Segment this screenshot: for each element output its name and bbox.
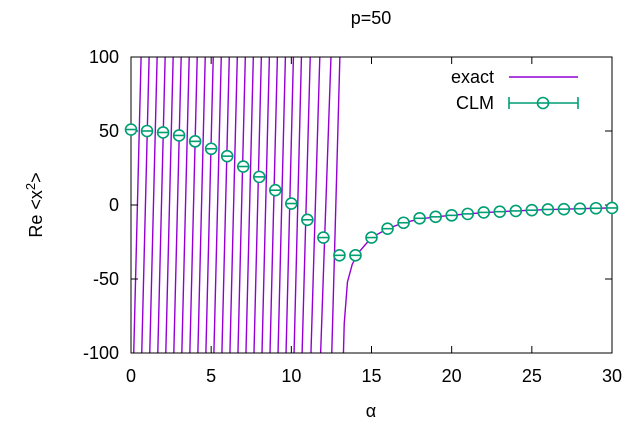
exact-branch-line xyxy=(277,57,287,353)
exact-branch-line xyxy=(331,57,341,353)
clm-point xyxy=(509,204,523,218)
clm-point xyxy=(204,142,218,156)
clm-point xyxy=(333,249,346,262)
clm-point xyxy=(541,203,555,216)
clm-point xyxy=(397,216,410,230)
plot-area xyxy=(133,57,612,353)
legend-label-clm: CLM xyxy=(456,93,494,113)
exact-branch-line xyxy=(197,57,206,353)
legend-swatch-clm xyxy=(508,96,579,110)
x-tick-label: 15 xyxy=(361,366,381,386)
exact-branch-line xyxy=(213,57,222,353)
y-tick-label: -100 xyxy=(83,343,119,363)
y-axis-label-end: > xyxy=(26,172,46,183)
y-tick-label: 100 xyxy=(89,47,119,67)
y-axis-label-base: Re <x xyxy=(26,190,46,238)
exact-branch-line xyxy=(301,57,311,353)
clm-point xyxy=(525,203,539,217)
exact-branch-line xyxy=(189,57,198,353)
exact-branch-line xyxy=(293,57,303,353)
x-tick-label: 30 xyxy=(602,366,622,386)
exact-branch-line xyxy=(173,57,182,353)
y-tick-label: 0 xyxy=(109,195,119,215)
exact-branch-line xyxy=(245,57,255,353)
clm-point xyxy=(317,231,330,244)
exact-branch-line xyxy=(237,57,247,353)
exact-branch-line xyxy=(310,57,321,353)
clm-point xyxy=(589,201,603,215)
exact-branch-line xyxy=(205,57,214,353)
clm-point xyxy=(140,124,154,138)
clm-point xyxy=(493,205,507,218)
legend: exact CLM xyxy=(451,67,579,113)
clm-point xyxy=(429,210,442,224)
y-tick-label: -50 xyxy=(93,269,119,289)
x-tick-label: 5 xyxy=(206,366,216,386)
x-tick-label: 10 xyxy=(281,366,301,386)
exact-branch-line xyxy=(253,57,263,353)
clm-point xyxy=(172,129,186,142)
clm-point xyxy=(445,209,458,222)
clm-point xyxy=(477,206,491,219)
exact-branch-line xyxy=(261,57,271,353)
exact-branch-line xyxy=(165,57,174,353)
exact-branch-line xyxy=(269,57,279,353)
y-tick-label: 50 xyxy=(99,121,119,141)
x-tick-label: 25 xyxy=(522,366,542,386)
clm-point xyxy=(236,160,250,173)
clm-point xyxy=(301,213,314,227)
clm-point xyxy=(349,249,362,262)
clm-point xyxy=(413,212,426,225)
legend-label-exact: exact xyxy=(451,67,494,87)
clm-point xyxy=(268,183,282,197)
clm-point xyxy=(156,126,170,139)
x-tick-label: 20 xyxy=(442,366,462,386)
clm-point xyxy=(285,197,298,210)
clm-point xyxy=(220,149,234,163)
clm-point xyxy=(124,123,138,136)
exact-branch-line xyxy=(181,57,190,353)
clm-point xyxy=(381,222,394,235)
exact-branch-line xyxy=(141,57,150,353)
x-axis-label: α xyxy=(366,401,376,421)
clm-point xyxy=(605,201,619,215)
clm-point xyxy=(557,202,571,216)
exact-branch-line xyxy=(229,57,239,353)
exact-branch-line xyxy=(157,57,166,353)
clm-point xyxy=(188,135,202,148)
clm-point xyxy=(573,202,587,215)
clm-point xyxy=(365,231,378,244)
exact-branch-line xyxy=(319,57,332,353)
clm-point xyxy=(461,207,475,221)
y-axis-label: Re <x2> xyxy=(23,172,46,237)
y-axis-label-sup: 2 xyxy=(23,183,38,190)
exact-branch-line xyxy=(149,57,158,353)
clm-point xyxy=(252,170,266,184)
x-tick-label: 0 xyxy=(126,366,136,386)
exact-branch-line xyxy=(221,57,230,353)
chart-title: p=50 xyxy=(351,8,392,28)
